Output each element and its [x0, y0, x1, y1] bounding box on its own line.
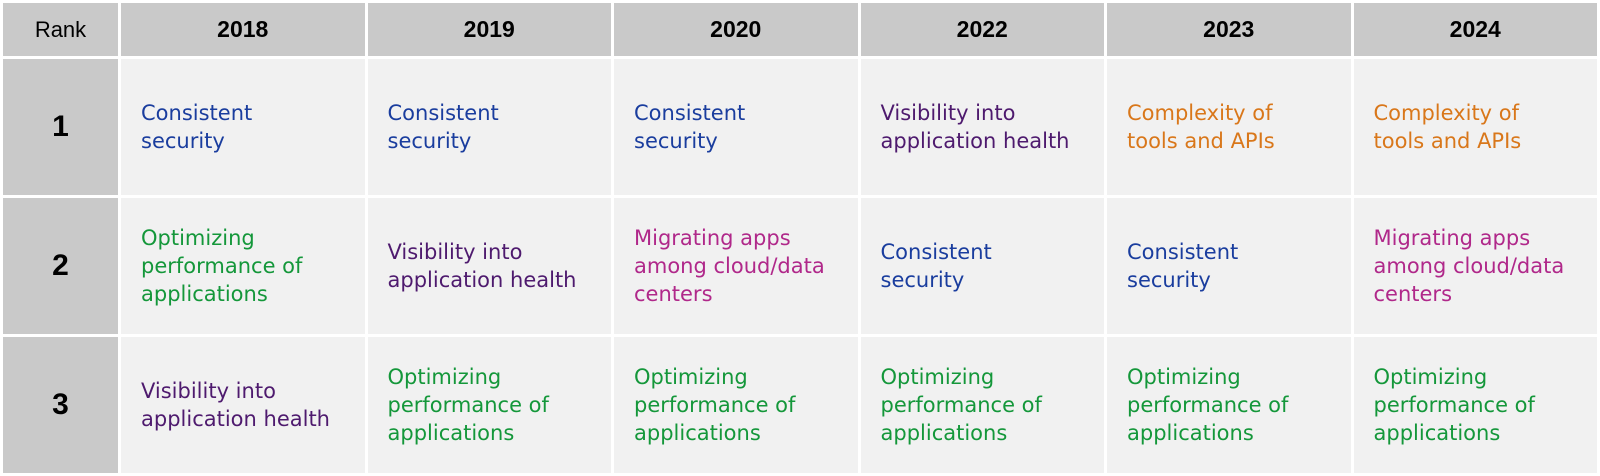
cell-text-line: Complexity of [1373, 101, 1520, 125]
rank-label: 2 [0, 195, 121, 337]
cell-text-line: applications [387, 421, 515, 445]
table-cell: Consistent security [118, 56, 368, 198]
table-cell: Optimizing performance of applications [364, 334, 614, 476]
table-row: 1 Consistent security Consistent security Con… [0, 56, 1600, 198]
cell-text-line: applications [1127, 421, 1254, 445]
table-cell: Consistent security [364, 56, 614, 198]
cell-text-line: among cloud/data [1373, 254, 1565, 278]
cell-text-line: Complexity of [1127, 101, 1273, 125]
rank-label: 1 [0, 56, 121, 198]
cell-text-line: Optimizing [141, 226, 255, 250]
table-cell: Consistent security [857, 195, 1107, 337]
cell-text-line: performance of [387, 393, 549, 417]
cell-text-line: Optimizing [387, 365, 502, 389]
table-cell: Migrating apps among cloud/data centers [611, 195, 861, 337]
cell-text-line: applications [880, 421, 1008, 445]
header-rank: Rank [0, 0, 121, 59]
table-cell: Migrating apps among cloud/data centers [1350, 195, 1600, 337]
cell-text-line: Optimizing [1373, 365, 1488, 389]
table-cell: Optimizing performance of applications [1104, 334, 1354, 476]
table-cell: Visibility into application health [118, 334, 368, 476]
cell-text-line: tools and APIs [1373, 129, 1522, 153]
cell-text-line: application health [387, 268, 577, 292]
header-year-2024: 2024 [1350, 0, 1600, 59]
header-year-2019: 2019 [364, 0, 614, 59]
rank-label: 3 [0, 334, 121, 476]
table-cell: Complexity of tools and APIs [1104, 56, 1354, 198]
cell-text-line: performance of [141, 254, 303, 278]
cell-text-line: Optimizing [634, 365, 748, 389]
table-row: 2 Optimizing performance of applications Vis… [0, 195, 1600, 337]
cell-text-line: Consistent [1127, 240, 1239, 264]
cell-text-line: centers [634, 282, 713, 306]
cell-text-line: performance of [634, 393, 796, 417]
cell-text-line: security [387, 129, 472, 153]
cell-text-line: applications [1373, 421, 1501, 445]
cell-text-line: performance of [1373, 393, 1535, 417]
header-year-2018: 2018 [118, 0, 368, 59]
table-cell: Visibility into application health [857, 56, 1107, 198]
header-year-2022: 2022 [857, 0, 1107, 59]
table-cell: Optimizing performance of applications [1350, 334, 1600, 476]
cell-text-line: Migrating apps [634, 226, 791, 250]
cell-text-line: Optimizing [1127, 365, 1241, 389]
cell-text-line: Consistent [387, 101, 499, 125]
table-cell: Consistent security [1104, 195, 1354, 337]
cell-text-line: Migrating apps [1373, 226, 1531, 250]
cell-text-line: Consistent [880, 240, 992, 264]
header-year-2023: 2023 [1104, 0, 1354, 59]
table-cell: Consistent security [611, 56, 861, 198]
cell-text-line: Consistent [141, 101, 253, 125]
cell-text-line: among cloud/data [634, 254, 825, 278]
cell-text-line: applications [634, 421, 761, 445]
table-cell: Visibility into application health [364, 195, 614, 337]
cell-text-line: performance of [880, 393, 1042, 417]
cell-text-line: application health [880, 129, 1070, 153]
table-row: 3 Visibility into application health Optimi… [0, 334, 1600, 476]
table-cell: Complexity of tools and APIs [1350, 56, 1600, 198]
cell-text-line: centers [1373, 282, 1453, 306]
cell-text-line: Visibility into [387, 240, 523, 264]
table-cell: Optimizing performance of applications [611, 334, 861, 476]
cell-text-line: Optimizing [880, 365, 995, 389]
cell-text-line: applications [141, 282, 268, 306]
cell-text-line: performance of [1127, 393, 1289, 417]
header-year-2020: 2020 [611, 0, 861, 59]
table-cell: Optimizing performance of applications [857, 334, 1107, 476]
cell-text-line: security [634, 129, 718, 153]
cell-text-line: security [1127, 268, 1211, 292]
cell-text-line: security [880, 268, 965, 292]
cell-text-line: Visibility into [880, 101, 1016, 125]
cell-text-line: Visibility into [141, 379, 276, 403]
table-cell: Optimizing performance of applications [118, 195, 368, 337]
cell-text-line: application health [141, 407, 330, 431]
header-row: Rank 2018 2019 2020 2022 2023 2024 [0, 0, 1600, 59]
cell-text-line: Consistent [634, 101, 746, 125]
cell-text-line: tools and APIs [1127, 129, 1275, 153]
cell-text-line: security [141, 129, 225, 153]
